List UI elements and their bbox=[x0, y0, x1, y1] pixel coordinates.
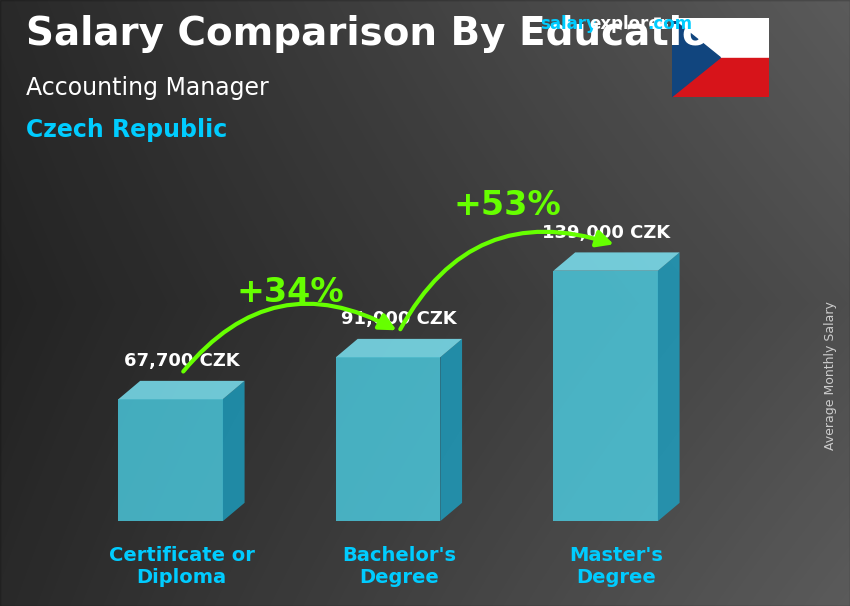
Text: Accounting Manager: Accounting Manager bbox=[26, 76, 269, 100]
Polygon shape bbox=[336, 357, 440, 521]
Polygon shape bbox=[553, 253, 680, 271]
Polygon shape bbox=[223, 381, 245, 521]
Text: Czech Republic: Czech Republic bbox=[26, 118, 227, 142]
Text: Bachelor's
Degree: Bachelor's Degree bbox=[342, 547, 456, 587]
Polygon shape bbox=[672, 18, 769, 58]
Polygon shape bbox=[440, 339, 462, 521]
Text: Salary Comparison By Education: Salary Comparison By Education bbox=[26, 15, 736, 53]
Text: +34%: +34% bbox=[236, 276, 344, 308]
Text: 67,700 CZK: 67,700 CZK bbox=[124, 352, 240, 370]
Polygon shape bbox=[118, 381, 245, 399]
Polygon shape bbox=[553, 271, 658, 521]
Text: Average Monthly Salary: Average Monthly Salary bbox=[824, 301, 837, 450]
Polygon shape bbox=[672, 18, 720, 97]
Text: Master's
Degree: Master's Degree bbox=[570, 547, 664, 587]
Polygon shape bbox=[672, 58, 769, 97]
Polygon shape bbox=[658, 253, 680, 521]
Text: +53%: +53% bbox=[454, 189, 562, 222]
Text: salary: salary bbox=[540, 15, 597, 33]
Text: 91,000 CZK: 91,000 CZK bbox=[341, 310, 456, 328]
Text: explorer: explorer bbox=[589, 15, 668, 33]
Polygon shape bbox=[118, 399, 223, 521]
Text: 139,000 CZK: 139,000 CZK bbox=[541, 224, 670, 242]
Polygon shape bbox=[336, 339, 462, 357]
Text: Certificate or
Diploma: Certificate or Diploma bbox=[109, 547, 254, 587]
Text: .com: .com bbox=[647, 15, 692, 33]
